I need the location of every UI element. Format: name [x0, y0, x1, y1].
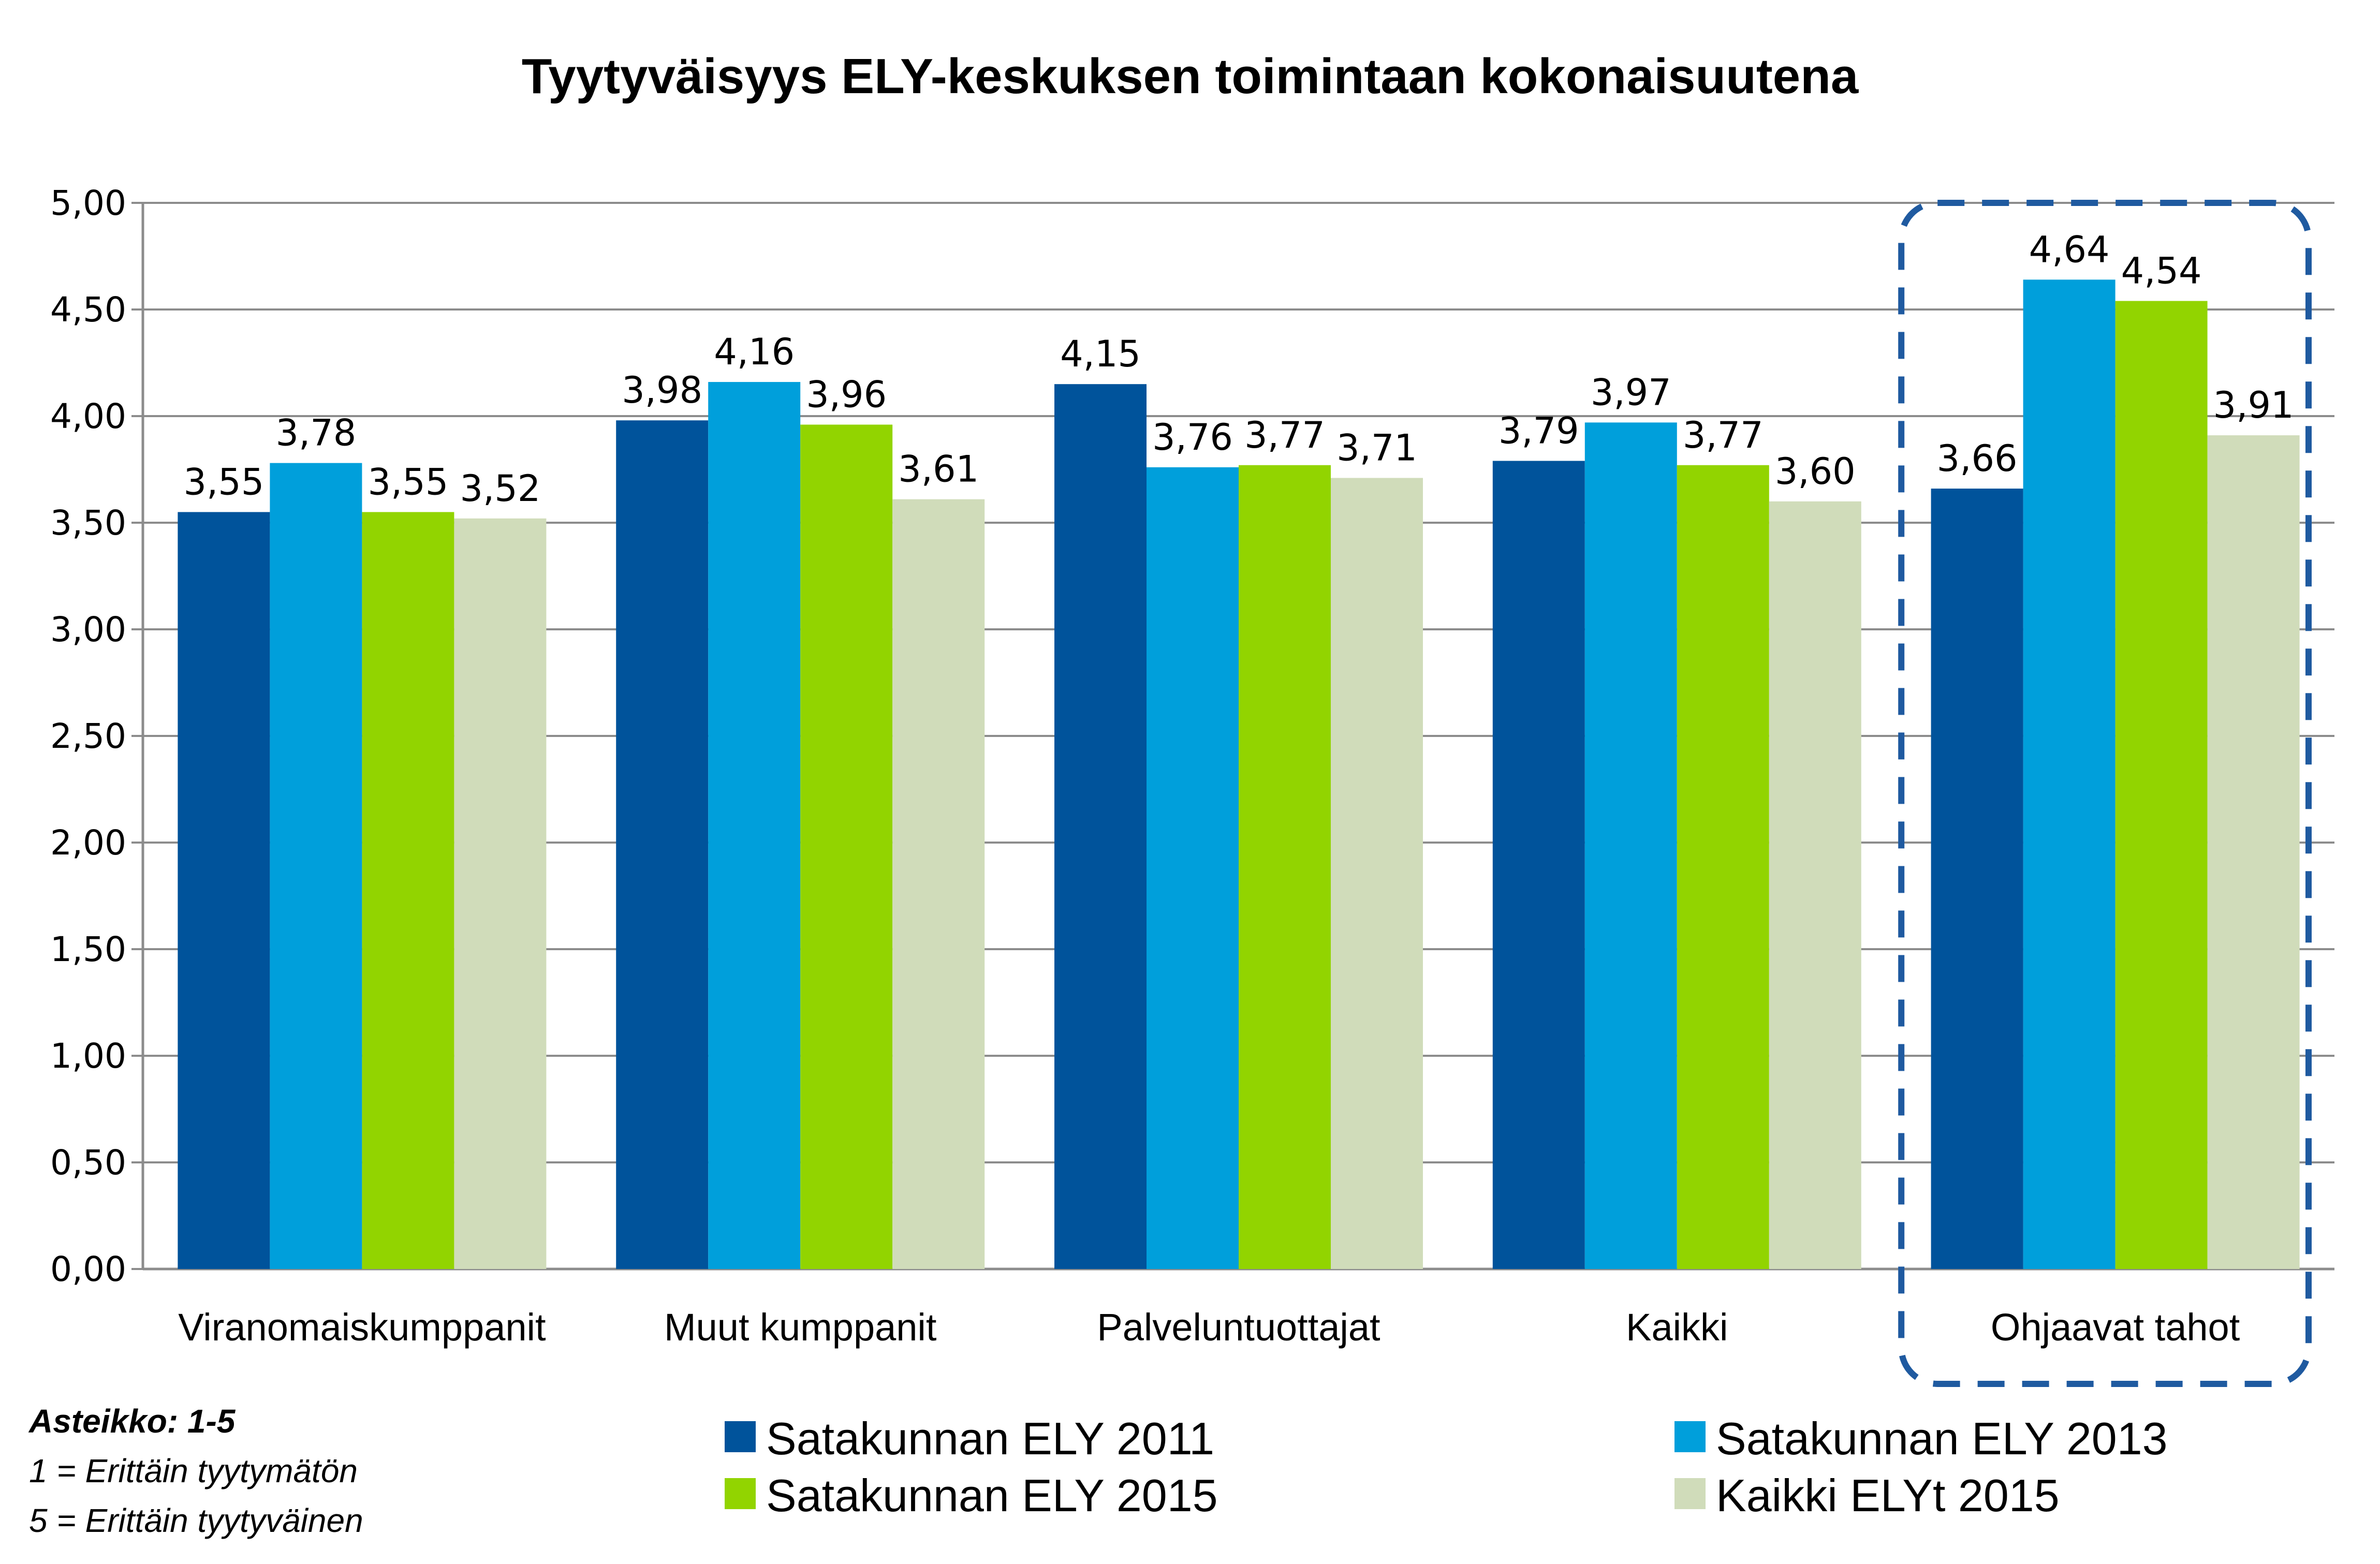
data-label: 3,55 [183, 461, 264, 503]
data-label: 4,16 [714, 331, 795, 373]
bar [1239, 465, 1331, 1269]
bar [616, 420, 709, 1269]
data-label: 3,97 [1591, 371, 1671, 414]
y-tick-label: 4,50 [50, 290, 126, 330]
y-tick-label: 5,00 [50, 183, 126, 223]
bar [1492, 461, 1585, 1269]
legend: Satakunnan ELY 2011 Satakunnan ELY 2013 Sa… [725, 1413, 2168, 1521]
y-tick-label: 1,00 [50, 1036, 126, 1076]
scale-high-note: 5 = Erittäin tyytyväinen [29, 1502, 363, 1539]
bar [2207, 435, 2300, 1269]
bar [270, 463, 362, 1269]
data-label: 3,66 [1937, 437, 2018, 480]
bar [1584, 422, 1677, 1269]
bar [892, 499, 985, 1270]
data-labels: 3,55 3,78 3,55 3,52 3,98 4,16 3,96 3,61 4,15 3,76… [183, 228, 2294, 509]
category-label: Ohjaavat tahot [1991, 1306, 2240, 1349]
bar [362, 512, 454, 1269]
y-tick-label: 0,00 [50, 1249, 126, 1289]
bars [178, 279, 2300, 1270]
y-tick-label: 3,00 [50, 610, 126, 650]
bar [178, 512, 270, 1269]
bar [1931, 489, 2023, 1269]
legend-label: Kaikki ELYt 2015 [1716, 1470, 2060, 1521]
data-label: 3,61 [898, 448, 979, 491]
bar [1677, 465, 1769, 1269]
data-label: 3,91 [2213, 384, 2294, 426]
bar [1147, 467, 1239, 1269]
data-label: 3,55 [368, 461, 448, 503]
y-tick-label: 0,50 [50, 1143, 126, 1183]
legend-swatch [725, 1478, 756, 1509]
legend-label: Satakunnan ELY 2011 [766, 1413, 1214, 1464]
data-label: 3,98 [622, 369, 702, 411]
data-label: 3,52 [460, 467, 540, 510]
bar [1054, 384, 1147, 1270]
legend-swatch [725, 1421, 756, 1452]
data-label: 3,77 [1683, 414, 1764, 456]
category-label: Muut kumppanit [664, 1306, 937, 1349]
bar [2115, 301, 2208, 1269]
legend-swatch [1674, 1478, 1706, 1509]
data-label: 3,96 [806, 373, 887, 416]
category-label: Kaikki [1626, 1306, 1728, 1349]
y-tick-label: 1,50 [50, 929, 126, 969]
bar [2023, 279, 2115, 1269]
data-label: 3,79 [1498, 410, 1579, 452]
data-label: 3,76 [1152, 416, 1233, 459]
legend-label: Satakunnan ELY 2013 [1716, 1413, 2168, 1464]
bar [454, 518, 547, 1269]
data-label: 4,64 [2029, 228, 2110, 271]
data-label: 4,15 [1060, 333, 1141, 375]
category-label: Palveluntuottajat [1097, 1306, 1380, 1349]
y-tick-label: 2,50 [50, 716, 126, 756]
scale-note: Asteikko: 1-5 [28, 1403, 236, 1440]
y-tick-label: 4,00 [50, 396, 126, 436]
category-label: Viranomaiskumppanit [178, 1306, 546, 1349]
bar [800, 424, 893, 1269]
y-tick-label: 2,00 [50, 823, 126, 863]
category-labels: Viranomaiskumppanit Muut kumppanit Palvelu… [178, 1306, 2240, 1349]
scale-low-note: 1 = Erittäin tyytymätön [29, 1452, 358, 1489]
data-label: 3,77 [1244, 414, 1325, 456]
data-label: 3,71 [1336, 426, 1417, 469]
y-tick-label: 3,50 [50, 503, 126, 543]
bar [1769, 501, 1861, 1269]
y-axis-ticks: 0,00 0,50 1,00 1,50 2,00 2,50 3,00 3,50 4,00 4,50… [50, 183, 126, 1289]
legend-swatch [1674, 1421, 1706, 1452]
data-label: 3,60 [1775, 450, 1856, 493]
data-label: 3,78 [275, 412, 356, 454]
bar [1331, 478, 1423, 1269]
data-label: 4,54 [2121, 250, 2202, 292]
highlight-box [1898, 200, 2312, 1387]
chart-title: Tyytyväisyys ELY-keskuksen toimintaan ko… [522, 49, 1859, 104]
bar [708, 382, 801, 1269]
legend-label: Satakunnan ELY 2015 [766, 1470, 1218, 1521]
